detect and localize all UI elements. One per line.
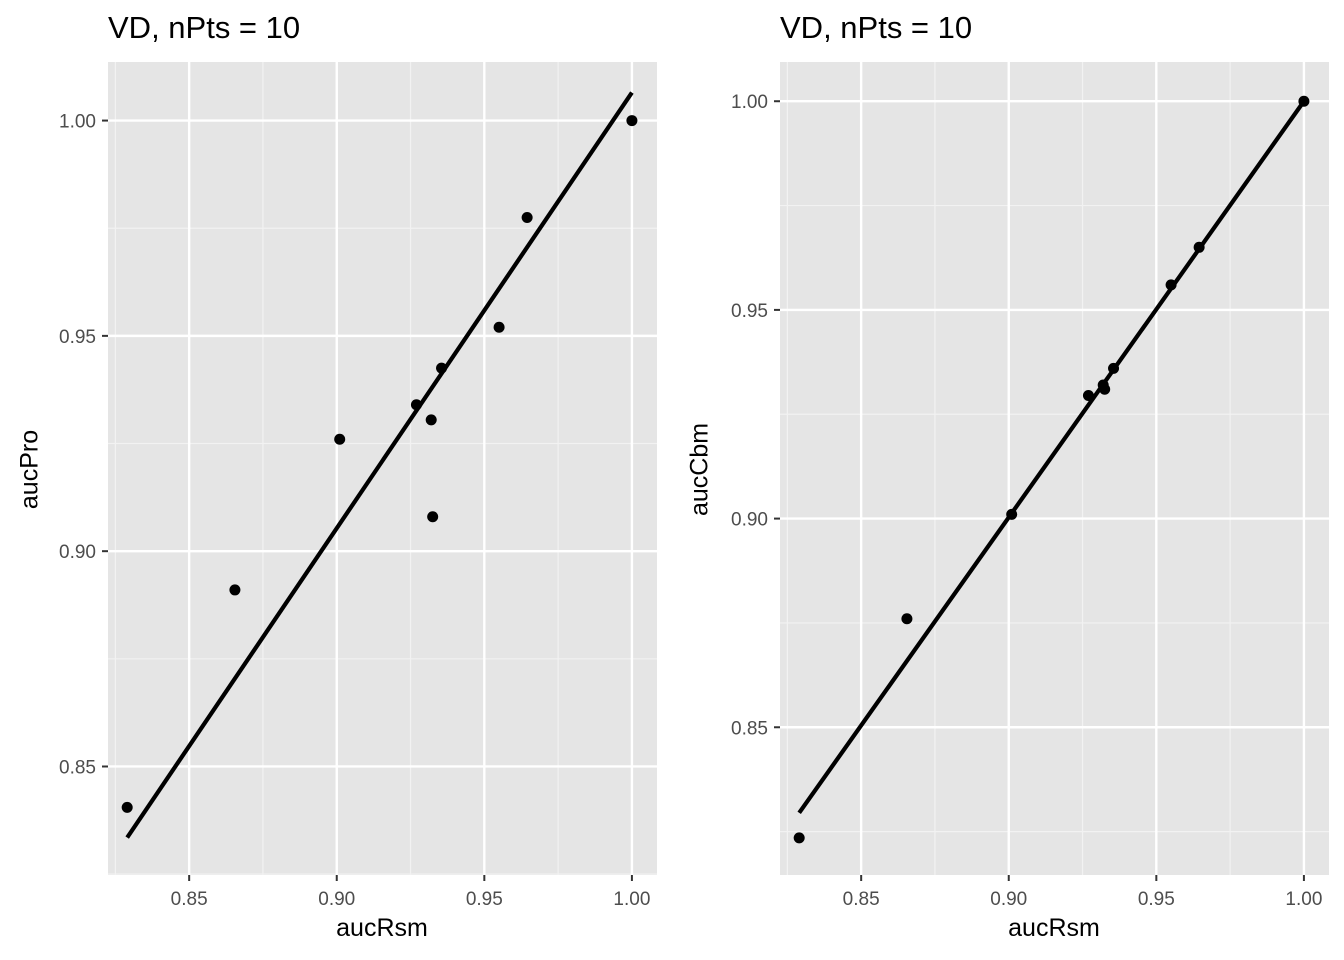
chart-panel-left: VD, nPts = 10 aucPro aucRsm 0.85 0.90 0.95… <box>16 10 657 942</box>
plot-background <box>108 62 657 875</box>
chart-panel-right: VD, nPts = 10 aucCbm aucRsm 0.85 0.90 0.95… <box>672 0 1344 960</box>
data-point <box>521 211 533 223</box>
data-point <box>901 613 913 625</box>
data-point <box>626 115 638 127</box>
x-tick-label: 0.90 <box>990 889 1027 910</box>
y-tick-label: 0.85 <box>731 718 768 739</box>
y-tick-label: 1.00 <box>59 112 96 133</box>
y-tick-label: 0.95 <box>59 327 96 348</box>
chart-title: VD, nPts = 10 <box>780 10 973 45</box>
x-tick-label: 0.95 <box>1138 889 1175 910</box>
y-tick-label: 0.95 <box>731 301 768 322</box>
data-point <box>1082 389 1094 401</box>
chart-title: VD, nPts = 10 <box>108 10 301 45</box>
data-point <box>1006 508 1018 520</box>
y-tick-label: 0.90 <box>59 542 96 563</box>
regression-line <box>125 91 634 839</box>
x-tick-label: 0.85 <box>843 889 880 910</box>
data-point <box>425 414 437 426</box>
x-axis-label: aucRsm <box>1008 914 1100 942</box>
x-axis-label: aucRsm <box>336 914 428 942</box>
x-tick-label: 0.90 <box>318 889 355 910</box>
data-point <box>493 321 505 333</box>
y-tick-label: 1.00 <box>731 92 768 113</box>
data-point <box>1165 279 1177 291</box>
x-tick-label: 1.00 <box>1285 889 1322 910</box>
plot-area: 0.85 0.90 0.95 1.00 0.85 0.90 0.95 1.00 <box>59 62 657 910</box>
x-tick-label: 0.95 <box>466 889 503 910</box>
data-point <box>1193 241 1205 253</box>
regression-line <box>797 100 1306 815</box>
data-point <box>1099 383 1111 395</box>
y-tick-label: 0.85 <box>59 757 96 778</box>
data-point <box>436 362 448 374</box>
data-point <box>229 584 241 596</box>
data-point <box>1298 95 1310 107</box>
x-tick-label: 1.00 <box>613 889 650 910</box>
y-tick-label: 0.90 <box>731 510 768 531</box>
data-point <box>121 801 133 813</box>
data-point <box>1108 362 1120 374</box>
data-point <box>427 511 439 523</box>
x-tick-label: 0.85 <box>171 889 208 910</box>
plot-area: 0.85 0.90 0.95 1.00 0.85 0.90 0.95 1.00 <box>731 62 1329 910</box>
data-point <box>410 399 422 411</box>
data-point <box>793 832 805 844</box>
data-point <box>334 433 346 445</box>
